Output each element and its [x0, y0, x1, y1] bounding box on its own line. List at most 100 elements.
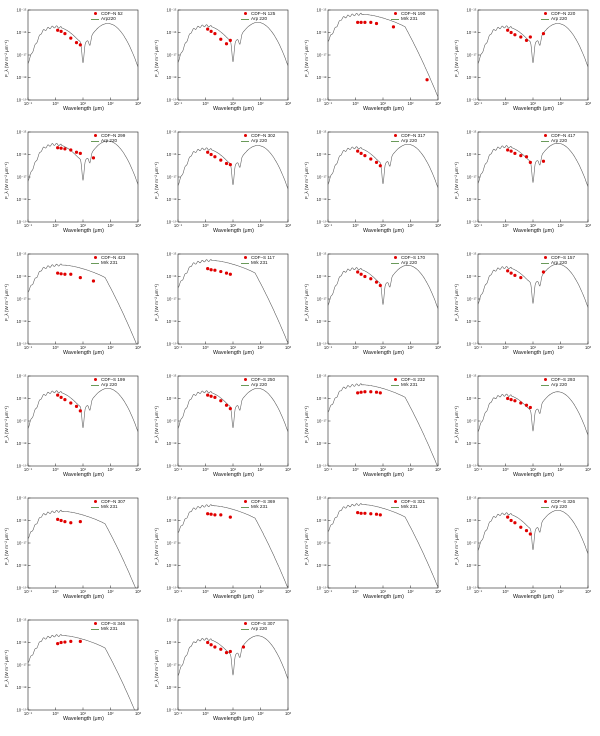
y-tick-label: 10⁻¹⁷: [17, 662, 27, 667]
y-tick-label: 10⁻¹⁶: [167, 396, 177, 401]
legend: CDF–S 170 Arp 220: [391, 255, 425, 266]
y-tick-label: 10⁻¹⁶: [17, 396, 27, 401]
observed-point: [69, 401, 73, 405]
observed-point: [213, 268, 217, 272]
y-tick-label: 10⁻¹⁹: [16, 341, 26, 346]
observed-point: [209, 152, 213, 157]
legend-object-label: CDF–N 417: [551, 133, 576, 138]
x-tick-label: 10²: [107, 345, 114, 350]
y-tick-label: 10⁻¹⁸: [16, 685, 26, 690]
sed-panel: 10⁻¹ 10⁰ 10¹ 10² 10³ 10⁻¹⁹ 10⁻¹⁸ 10⁻¹⁷ 10⁻¹⁶ 10⁻¹…: [300, 248, 450, 370]
x-tick-label: 10²: [257, 467, 264, 472]
sed-panel: 10⁻¹ 10⁰ 10¹ 10² 10³ 10⁻¹⁹ 10⁻¹⁸ 10⁻¹⁷ 10⁻¹⁶ 10⁻¹…: [300, 492, 450, 614]
template-sed-line: [27, 263, 138, 345]
y-tick-label: 10⁻¹⁵: [17, 129, 27, 134]
legend-line-icon: [241, 261, 250, 266]
template-sed-line: [327, 12, 439, 98]
legend-marker-icon: [241, 499, 250, 504]
x-axis-label: Wavelength (μm): [63, 350, 104, 356]
legend-template-label: Arp 220: [251, 138, 268, 144]
y-tick-label: 10⁻¹⁶: [17, 152, 27, 157]
x-tick-label: 10³: [435, 101, 442, 106]
observed-point: [356, 391, 360, 395]
template-sed-line: [177, 504, 289, 589]
legend-template-label: Arp 220: [551, 260, 568, 266]
legend: CDF–S 117 Mrk 231: [241, 255, 275, 266]
observed-point: [224, 403, 229, 407]
sed-panel: 10⁻¹ 10⁰ 10¹ 10² 10³ 10⁻¹⁹ 10⁻¹⁸ 10⁻¹⁷ 10⁻¹⁶ 10⁻¹…: [0, 126, 150, 248]
observed-point: [528, 532, 532, 536]
sed-plot: 10⁻¹ 10⁰ 10¹ 10² 10³ 10⁻¹⁹ 10⁻¹⁸ 10⁻¹⁷ 10⁻¹⁶ 10⁻¹…: [466, 251, 591, 350]
observed-point: [213, 395, 217, 399]
axes-frame: [477, 253, 589, 345]
observed-point: [209, 512, 213, 516]
legend-template-label: Arp 220: [401, 138, 418, 144]
legend-object-label: CDF–S 250: [251, 377, 276, 382]
legend-marker-icon: [391, 377, 400, 382]
observed-point: [59, 29, 63, 33]
x-tick-label: 10⁰: [202, 467, 209, 472]
y-tick-label: 10⁻¹⁶: [17, 640, 27, 645]
y-tick-label: 10⁻¹⁸: [166, 441, 176, 446]
x-tick-label: 10³: [585, 467, 592, 472]
legend: CDF–N 307 Mrk 231: [91, 499, 125, 510]
axes-frame: [177, 9, 289, 101]
y-tick-label: 10⁻¹⁵: [17, 251, 27, 256]
legend: CDF–S 307 Arp 220: [241, 621, 275, 632]
y-tick-label: 10⁻¹⁸: [16, 75, 26, 80]
y-axis-label: F_λ (W m⁻² μm⁻¹): [454, 283, 459, 321]
x-tick-label: 10³: [135, 345, 142, 350]
y-tick-label: 10⁻¹⁶: [317, 396, 327, 401]
x-tick-label: 10²: [107, 223, 114, 228]
y-tick-label: 10⁻¹⁹: [166, 219, 176, 224]
observed-point: [213, 155, 217, 159]
y-tick-label: 10⁻¹⁵: [167, 617, 177, 622]
observed-point: [78, 520, 82, 524]
y-axis-label: F_λ (W m⁻² μm⁻¹): [454, 39, 459, 77]
x-tick-label: 10⁻¹: [24, 467, 33, 472]
sed-panel: 10⁻¹ 10⁰ 10¹ 10² 10³ 10⁻¹⁹ 10⁻¹⁸ 10⁻¹⁷ 10⁻¹⁶ 10⁻¹…: [0, 248, 150, 370]
x-tick-label: 10³: [285, 101, 292, 106]
legend-template-label: Mrk 231: [401, 504, 418, 510]
legend-object-label: CDF–N 299: [101, 133, 126, 138]
legend-object-label: CDF–S 232: [401, 377, 426, 382]
x-axis-label: Wavelength (μm): [513, 106, 554, 112]
sed-panel: 10⁻¹ 10⁰ 10¹ 10² 10³ 10⁻¹⁹ 10⁻¹⁸ 10⁻¹⁷ 10⁻¹⁶ 10⁻¹…: [150, 4, 300, 126]
y-tick-label: 10⁻¹⁸: [16, 441, 26, 446]
x-tick-label: 10⁰: [502, 589, 509, 594]
x-tick-label: 10¹: [530, 345, 537, 350]
legend-template-label: Arp 220: [101, 138, 118, 144]
axes-frame: [177, 253, 289, 345]
observed-point: [369, 277, 373, 281]
x-tick-label: 10⁻¹: [474, 589, 483, 594]
sed-panel: 10⁻¹ 10⁰ 10¹ 10² 10³ 10⁻¹⁹ 10⁻¹⁸ 10⁻¹⁷ 10⁻¹⁶ 10⁻¹…: [450, 248, 600, 370]
x-tick-label: 10⁻¹: [324, 223, 333, 228]
y-tick-label: 10⁻¹⁸: [166, 685, 176, 690]
observed-point: [359, 151, 363, 155]
y-tick-label: 10⁻¹⁶: [317, 518, 327, 523]
sed-panel: 10⁻¹ 10⁰ 10¹ 10² 10³ 10⁻¹⁹ 10⁻¹⁸ 10⁻¹⁷ 10⁻¹⁶ 10⁻¹…: [0, 492, 150, 614]
legend-line-icon: [241, 17, 250, 22]
observed-point: [69, 639, 73, 643]
sed-panel: 10⁻¹ 10⁰ 10¹ 10² 10³ 10⁻¹⁹ 10⁻¹⁸ 10⁻¹⁷ 10⁻¹⁶ 10⁻¹…: [150, 614, 300, 736]
y-axis-label: F_λ (W m⁻² μm⁻¹): [4, 161, 9, 199]
x-axis-label: Wavelength (μm): [363, 472, 404, 478]
y-tick-label: 10⁻¹⁶: [317, 274, 327, 279]
observed-point: [74, 41, 79, 45]
y-tick-label: 10⁻¹⁸: [16, 563, 26, 568]
x-tick-label: 10⁰: [202, 589, 209, 594]
y-tick-label: 10⁻¹⁹: [16, 219, 26, 224]
legend-line-icon: [241, 139, 250, 144]
observed-point: [369, 512, 373, 516]
observed-point: [509, 30, 513, 35]
template-sed-line: [327, 383, 439, 467]
observed-point: [59, 146, 63, 150]
legend-line-icon: [91, 383, 100, 388]
sed-plot: 10⁻¹ 10⁰ 10¹ 10² 10³ 10⁻¹⁹ 10⁻¹⁸ 10⁻¹⁷ 10⁻¹⁶ 10⁻¹…: [316, 129, 441, 228]
observed-point: [369, 157, 373, 161]
template-sed-line: [27, 388, 139, 432]
observed-point: [219, 399, 223, 403]
observed-point: [369, 20, 373, 24]
observed-point: [359, 20, 363, 24]
y-tick-label: 10⁻¹⁸: [166, 75, 176, 80]
